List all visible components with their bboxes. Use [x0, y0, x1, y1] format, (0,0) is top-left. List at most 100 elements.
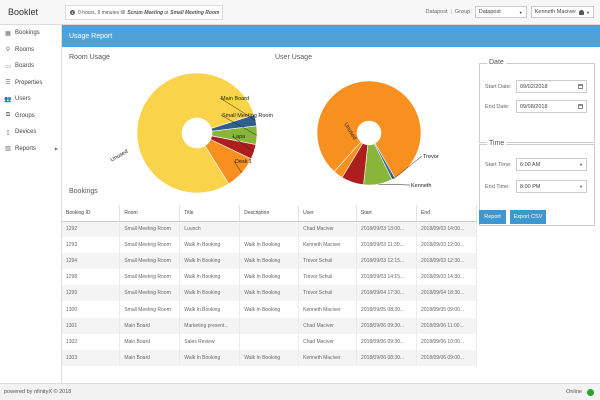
bookings-title: Bookings	[69, 188, 98, 195]
end-date-label: End Date:	[485, 103, 510, 110]
column-header-booking-id[interactable]: Booking ID	[62, 205, 121, 222]
sidebar-item-label: Boards	[15, 63, 35, 70]
table-row[interactable]: 1298 Small Meeting Room Walk In Booking Wal…	[62, 269, 477, 286]
end-time-select[interactable]: 8:00 PM ▼	[516, 180, 587, 193]
sidebar-item-boards[interactable]: ▭ Boards	[0, 58, 61, 75]
table-cell: Luunch	[179, 221, 241, 238]
pie-label-leader	[393, 155, 423, 180]
sidebar-item-reports[interactable]: ▥ Reports ▶	[0, 141, 61, 158]
table-cell: Marketing present...	[179, 317, 241, 334]
users-icon: 👥	[4, 96, 12, 103]
table-row[interactable]: 1293 Small Meeting Room Walk In Booking Wal…	[62, 237, 477, 254]
sidebar-item-label: Rooms	[15, 46, 35, 53]
pie-slice-unlabeled-4[interactable]	[333, 141, 364, 178]
bookings-table: Booking ID Room Title Description User S…	[62, 205, 477, 383]
sidebar-item-properties[interactable]: ☰ Properties	[0, 75, 61, 92]
status-indicator-icon	[587, 389, 594, 396]
table-cell: Kenneth Maciver	[298, 237, 358, 254]
chevron-down-icon: ▼	[518, 9, 523, 15]
map-marker-icon: ⚲	[5, 47, 11, 54]
start-date-input[interactable]: 09/02/2018	[516, 80, 587, 93]
table-cell: Walk In Booking	[179, 349, 241, 366]
header-controls: Datapost | Group: Datapost ▼ Kenneth Mac…	[425, 6, 594, 18]
pie-label: Small Meeting Room	[222, 113, 273, 119]
export-csv-button[interactable]: Export CSV	[510, 210, 546, 224]
pie-label: Kenneth	[411, 183, 432, 189]
date-legend: Date	[487, 59, 506, 66]
pie-slice-desk-1[interactable]	[204, 139, 252, 185]
sidebar-item-bookings[interactable]: ▦ Bookings	[0, 25, 61, 42]
column-header-title[interactable]: Title	[179, 205, 241, 222]
table-cell: Trevor Schuil	[298, 269, 358, 286]
calendar-icon[interactable]	[578, 104, 583, 109]
table-row[interactable]: 1302 Main Board Sales Review Chad Maciver 20…	[62, 333, 477, 350]
table-cell: 2018/09/03 11:30...	[356, 237, 417, 254]
table-cell: 2018/09/03 12:00...	[416, 237, 477, 254]
start-date-value: 09/02/2018	[520, 83, 548, 90]
alert-meeting: Scrum Meeting	[127, 9, 164, 16]
table-row[interactable]: 1292 Small Meeting Room Luunch Chad Maciver…	[62, 221, 477, 238]
table-cell: 1299	[62, 285, 121, 302]
top-bar: Booklet i 0 hours, 9 minutes till Scrum …	[0, 0, 600, 25]
table-cell: Walk In Booking	[179, 237, 241, 254]
chevron-down-icon: ▼	[579, 162, 583, 167]
table-cell: 1301	[62, 317, 121, 334]
table-row[interactable]: 1301 Main Board Marketing present... Chad M…	[62, 317, 477, 334]
sidebar-item-devices[interactable]: ▯ Devices	[0, 124, 61, 141]
pie-label-leader	[233, 160, 242, 174]
table-cell: Small Meeting Room	[119, 221, 181, 238]
sidebar-item-groups[interactable]: ⧉ Groups	[0, 108, 61, 125]
sidebar-item-users[interactable]: 👥 Users	[0, 91, 61, 108]
calendar-icon: ▦	[5, 30, 11, 37]
table-cell: Sales Review	[179, 333, 241, 350]
table-row[interactable]: 1299 Small Meeting Room Walk In Booking Wal…	[62, 285, 477, 302]
date-filter-panel: Date Start Date: 09/02/2018 End Date: 09…	[479, 59, 595, 143]
table-cell: 2018/09/03 14:30...	[416, 269, 477, 286]
table-cell: Walk In Booking	[179, 301, 241, 318]
table-row[interactable]: 1303 Main Board Walk In Booking Walk In Boo…	[62, 349, 477, 366]
app-title[interactable]: Booklet	[8, 7, 39, 17]
table-cell: Walk In Booking	[239, 253, 300, 270]
table-cell: 2018/09/06 09:30...	[356, 317, 417, 334]
alert-connector: at	[164, 9, 169, 16]
connection-status: Online	[566, 389, 582, 395]
table-cell: Small Meeting Room	[119, 253, 181, 270]
group-select[interactable]: Datapost ▼	[474, 6, 527, 18]
end-date-input[interactable]: 09/08/2018	[516, 100, 587, 113]
column-header-user[interactable]: User	[298, 205, 358, 222]
table-cell: Chad Maciver	[298, 333, 358, 350]
table-cell: 2018/09/06 08:30...	[356, 349, 417, 366]
column-header-start[interactable]: Start	[356, 205, 417, 222]
column-header-description[interactable]: Description	[239, 205, 300, 222]
table-cell: Walk In Booking	[239, 237, 300, 254]
start-time-select[interactable]: 6:00 AM ▼	[516, 158, 587, 171]
calendar-icon[interactable]	[578, 84, 583, 89]
pie-slice-unused[interactable]	[316, 80, 422, 179]
sidebar-item-label: Bookings	[15, 30, 40, 37]
table-cell: Walk In Booking	[239, 349, 300, 366]
page-title: Usage Report	[62, 25, 600, 47]
sidebar-item-rooms[interactable]: ⚲ Rooms	[0, 42, 61, 59]
table-row[interactable]: 1294 Small Meeting Room Walk In Booking Wal…	[62, 253, 477, 270]
table-cell: Walk In Booking	[239, 269, 300, 286]
table-row[interactable]: 1300 Small Meeting Room Walk In Booking Wal…	[62, 301, 477, 318]
sidebar: ▦ Bookings ⚲ Rooms ▭ Boards ☰ Properties…	[0, 25, 62, 383]
pie-slice-unused[interactable]	[136, 72, 255, 194]
end-time-value: 8:00 PM	[520, 183, 541, 190]
table-cell: Walk In Booking	[239, 301, 300, 318]
table-header-row: Booking ID Room Title Description User S…	[62, 205, 477, 222]
report-button[interactable]: Report	[479, 210, 506, 224]
info-icon: i	[70, 10, 75, 15]
table-cell: Small Meeting Room	[119, 237, 181, 254]
column-header-end[interactable]: End	[416, 205, 477, 222]
bar-chart-icon: ▥	[5, 146, 11, 153]
table-cell: 2018/09/06 09:00...	[416, 349, 477, 366]
table-cell: 1298	[62, 269, 121, 286]
group-select-value: Datapost	[478, 9, 501, 15]
table-cell: Walk In Booking	[179, 269, 241, 286]
column-header-room[interactable]: Room	[119, 205, 181, 222]
user-menu-button[interactable]: Kenneth Maciver ▼	[530, 6, 594, 18]
room-usage-title: Room Usage	[69, 54, 110, 61]
table-cell: 2018/09/05 08:30...	[356, 301, 417, 318]
